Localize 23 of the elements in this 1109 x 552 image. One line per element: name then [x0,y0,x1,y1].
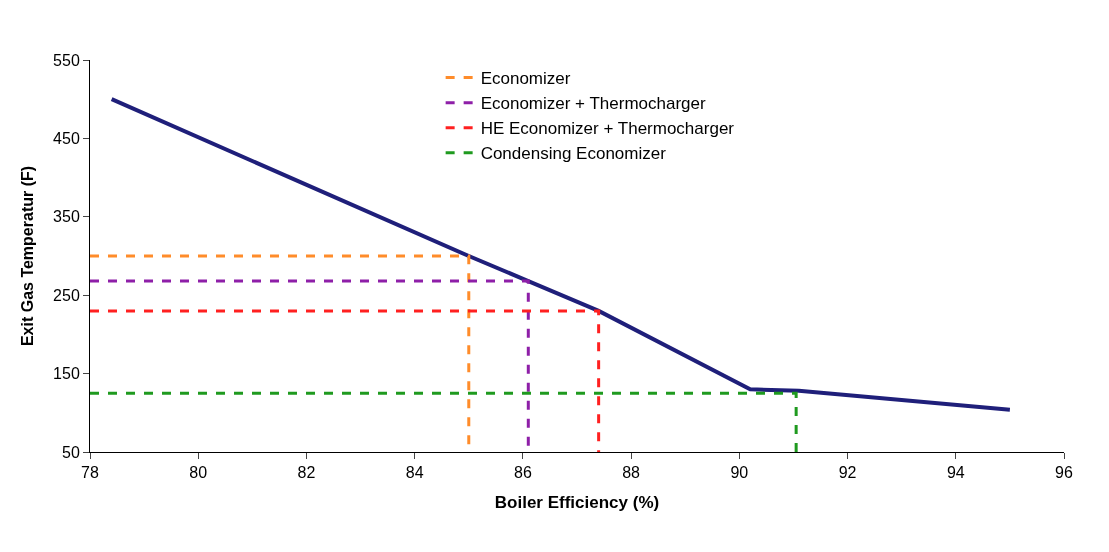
y-tick-label: 150 [53,365,80,383]
y-tick-label: 50 [62,443,80,461]
x-tick-label: 82 [297,464,316,482]
x-tick-label: 92 [838,464,857,482]
x-tick-label: 78 [81,464,99,482]
y-tick-label: 250 [53,286,80,304]
legend-label: Economizer + Thermocharger [480,94,707,114]
y-tick-label: 450 [53,130,80,147]
x-tick-label: 80 [189,464,208,482]
line-series [109,97,1012,412]
x-tick-label: 96 [1055,464,1073,482]
x-tick-label: 86 [513,464,532,482]
legend-label: HE Economizer + Thermocharger [480,119,735,139]
legend-label: Economizer [480,69,571,89]
x-tick-label: 88 [622,464,641,482]
x-tick-label: 94 [946,464,965,482]
y-axis-title: Exit Gas Temperatur (F) [19,165,36,347]
y-tick-label: 550 [53,51,80,69]
x-tick-label: 90 [730,464,749,482]
x-tick-label: 84 [405,464,424,482]
y-tick-label: 350 [53,208,80,226]
legend-label: Condensing Economizer [480,144,667,164]
x-axis-title: Boiler Efficiency (%) [494,492,660,512]
